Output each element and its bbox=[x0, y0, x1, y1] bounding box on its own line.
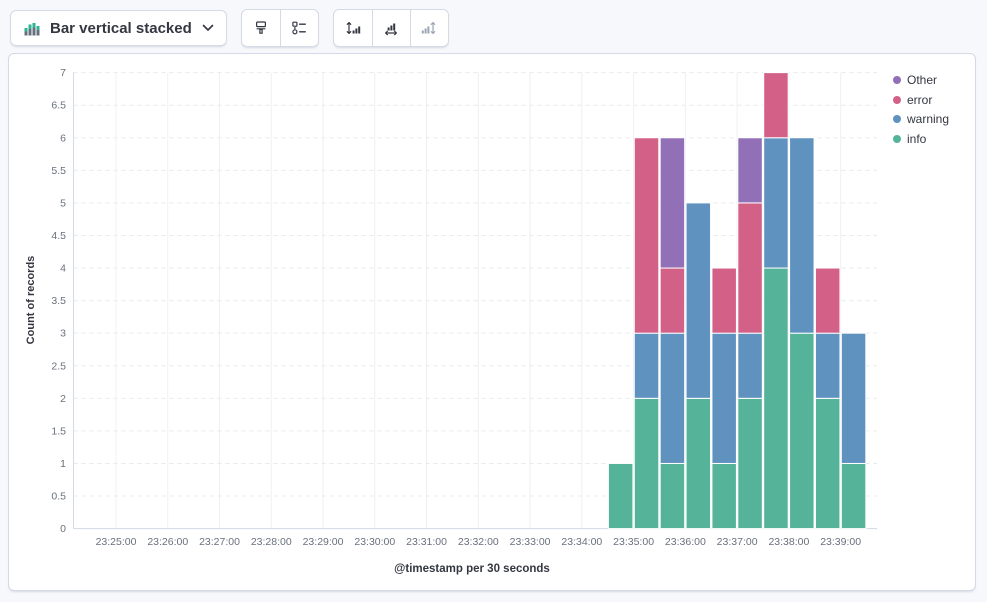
bar-segment-warning[interactable] bbox=[685, 202, 712, 399]
y-tick-label: 5 bbox=[60, 197, 66, 209]
bar-segment-info[interactable] bbox=[814, 397, 841, 530]
bar-segment-info[interactable] bbox=[607, 462, 634, 530]
bar-segment-info[interactable] bbox=[840, 462, 867, 530]
bottom-axis-button[interactable] bbox=[371, 10, 410, 46]
bar-segment-error[interactable] bbox=[763, 72, 789, 139]
x-axis-title: @timestamp per 30 seconds bbox=[394, 563, 550, 575]
chart-type-label: Bar vertical stacked bbox=[50, 19, 192, 37]
x-tick-label: 23:34:00 bbox=[561, 536, 602, 548]
y-axis-tick-labels: 0 0.5 1 1.5 2 2.5 3 3.5 4 4.5 5 5.5 6 6.5 7 bbox=[51, 67, 66, 535]
x-axis-tick-labels: 23:25:00 23:26:00 23:27:00 23:28:00 23:29:00… bbox=[96, 536, 862, 548]
bar-segment-error[interactable] bbox=[814, 267, 841, 334]
bar-segment-warning[interactable] bbox=[840, 332, 867, 464]
x-tick-label: 23:27:00 bbox=[199, 536, 240, 548]
legend-label: Other bbox=[907, 73, 938, 87]
x-tick-label: 23:37:00 bbox=[717, 536, 758, 548]
bar-segment-info[interactable] bbox=[711, 462, 737, 530]
bar-segment-warning[interactable] bbox=[711, 332, 737, 464]
legend-item-info[interactable]: info bbox=[893, 131, 949, 147]
y-tick-label: 1.5 bbox=[51, 425, 66, 437]
x-tick-label: 23:39:00 bbox=[820, 536, 861, 548]
legend-color-dot bbox=[893, 115, 901, 123]
y-tick-label: 2 bbox=[60, 393, 66, 405]
x-tick-label: 23:29:00 bbox=[303, 536, 344, 548]
chevron-down-icon bbox=[202, 24, 214, 31]
x-tick-label: 23:38:00 bbox=[768, 536, 809, 548]
y-tick-label: 2.5 bbox=[51, 360, 66, 372]
x-tick-label: 23:32:00 bbox=[458, 536, 499, 548]
bar-segment-warning[interactable] bbox=[659, 332, 686, 464]
bar-segment-warning[interactable] bbox=[814, 332, 841, 399]
brush-icon bbox=[255, 21, 266, 34]
visual-options-button[interactable] bbox=[242, 10, 280, 46]
y-tick-label: 4 bbox=[60, 263, 66, 275]
bar-segment-info[interactable] bbox=[737, 397, 763, 530]
x-tick-label: 23:36:00 bbox=[665, 536, 706, 548]
axis-right-icon bbox=[422, 22, 436, 34]
chart-panel: 0 0.5 1 1.5 2 2.5 3 3.5 4 4.5 5 5.5 6 6.5 7 23:25:00 23:… bbox=[8, 53, 976, 591]
x-tick-label: 23:30:00 bbox=[354, 536, 395, 548]
x-tick-label: 23:25:00 bbox=[96, 536, 137, 548]
x-tick-label: 23:26:00 bbox=[147, 536, 188, 548]
legend-label: warning bbox=[907, 112, 950, 126]
y-tick-label: 3 bbox=[60, 328, 66, 340]
axis-settings-group bbox=[332, 9, 449, 47]
legend-item-Other[interactable]: Other bbox=[893, 72, 949, 88]
right-axis-button[interactable] bbox=[409, 10, 448, 46]
bar-segment-warning[interactable] bbox=[633, 332, 660, 399]
left-axis-button[interactable] bbox=[334, 10, 372, 46]
bar-segment-info[interactable] bbox=[763, 267, 789, 530]
y-tick-label: 0.5 bbox=[51, 491, 66, 503]
y-tick-label: 4.5 bbox=[51, 230, 66, 242]
legend-color-dot bbox=[893, 95, 901, 104]
bar-segment-error[interactable] bbox=[711, 267, 737, 334]
legend-item-warning[interactable]: warning bbox=[893, 111, 949, 127]
legend-color-dot bbox=[893, 76, 901, 84]
y-tick-label: 6 bbox=[60, 132, 66, 144]
x-tick-label: 23:35:00 bbox=[613, 536, 654, 548]
legend-label: error bbox=[907, 92, 933, 107]
bars-layer[interactable] bbox=[607, 72, 867, 530]
axis-left-icon bbox=[346, 22, 360, 34]
bar-segment-warning[interactable] bbox=[789, 137, 815, 334]
bar-segment-Other[interactable] bbox=[737, 137, 763, 204]
chart-toolbar: Bar vertical stacked bbox=[10, 9, 449, 47]
bar-segment-Other[interactable] bbox=[659, 137, 686, 269]
bar-vertical-stacked-icon bbox=[24, 23, 40, 36]
legend-icon bbox=[292, 21, 307, 35]
style-settings-group bbox=[240, 9, 319, 47]
bar-segment-error[interactable] bbox=[633, 137, 660, 334]
gridlines bbox=[73, 72, 877, 529]
y-tick-label: 5.5 bbox=[51, 165, 66, 177]
x-tick-label: 23:33:00 bbox=[510, 536, 551, 548]
bar-segment-info[interactable] bbox=[659, 462, 686, 530]
bar-segment-warning[interactable] bbox=[763, 137, 789, 269]
y-tick-label: 1 bbox=[60, 458, 66, 470]
bar-segment-error[interactable] bbox=[737, 202, 763, 334]
bar-segment-info[interactable] bbox=[685, 397, 712, 530]
y-axis-title: Count of records bbox=[25, 255, 37, 345]
chart-legend: Other error warning info bbox=[893, 72, 949, 150]
x-tick-label: 23:28:00 bbox=[251, 536, 292, 548]
x-tick-label: 23:31:00 bbox=[406, 536, 447, 548]
legend-label: info bbox=[907, 131, 927, 146]
y-tick-label: 6.5 bbox=[51, 100, 66, 112]
chart-type-switcher-button[interactable]: Bar vertical stacked bbox=[10, 10, 227, 46]
bar-segment-error[interactable] bbox=[659, 267, 686, 334]
bar-segment-warning[interactable] bbox=[737, 332, 763, 399]
legend-item-error[interactable]: error bbox=[893, 92, 949, 108]
bar-segment-info[interactable] bbox=[633, 397, 660, 530]
y-tick-label: 7 bbox=[60, 67, 66, 79]
y-tick-label: 3.5 bbox=[51, 295, 66, 307]
legend-color-dot bbox=[893, 134, 901, 143]
axis-bottom-icon bbox=[385, 23, 398, 36]
y-tick-label: 0 bbox=[60, 523, 66, 535]
bar-segment-info[interactable] bbox=[789, 332, 815, 530]
legend-settings-button[interactable] bbox=[279, 10, 318, 46]
